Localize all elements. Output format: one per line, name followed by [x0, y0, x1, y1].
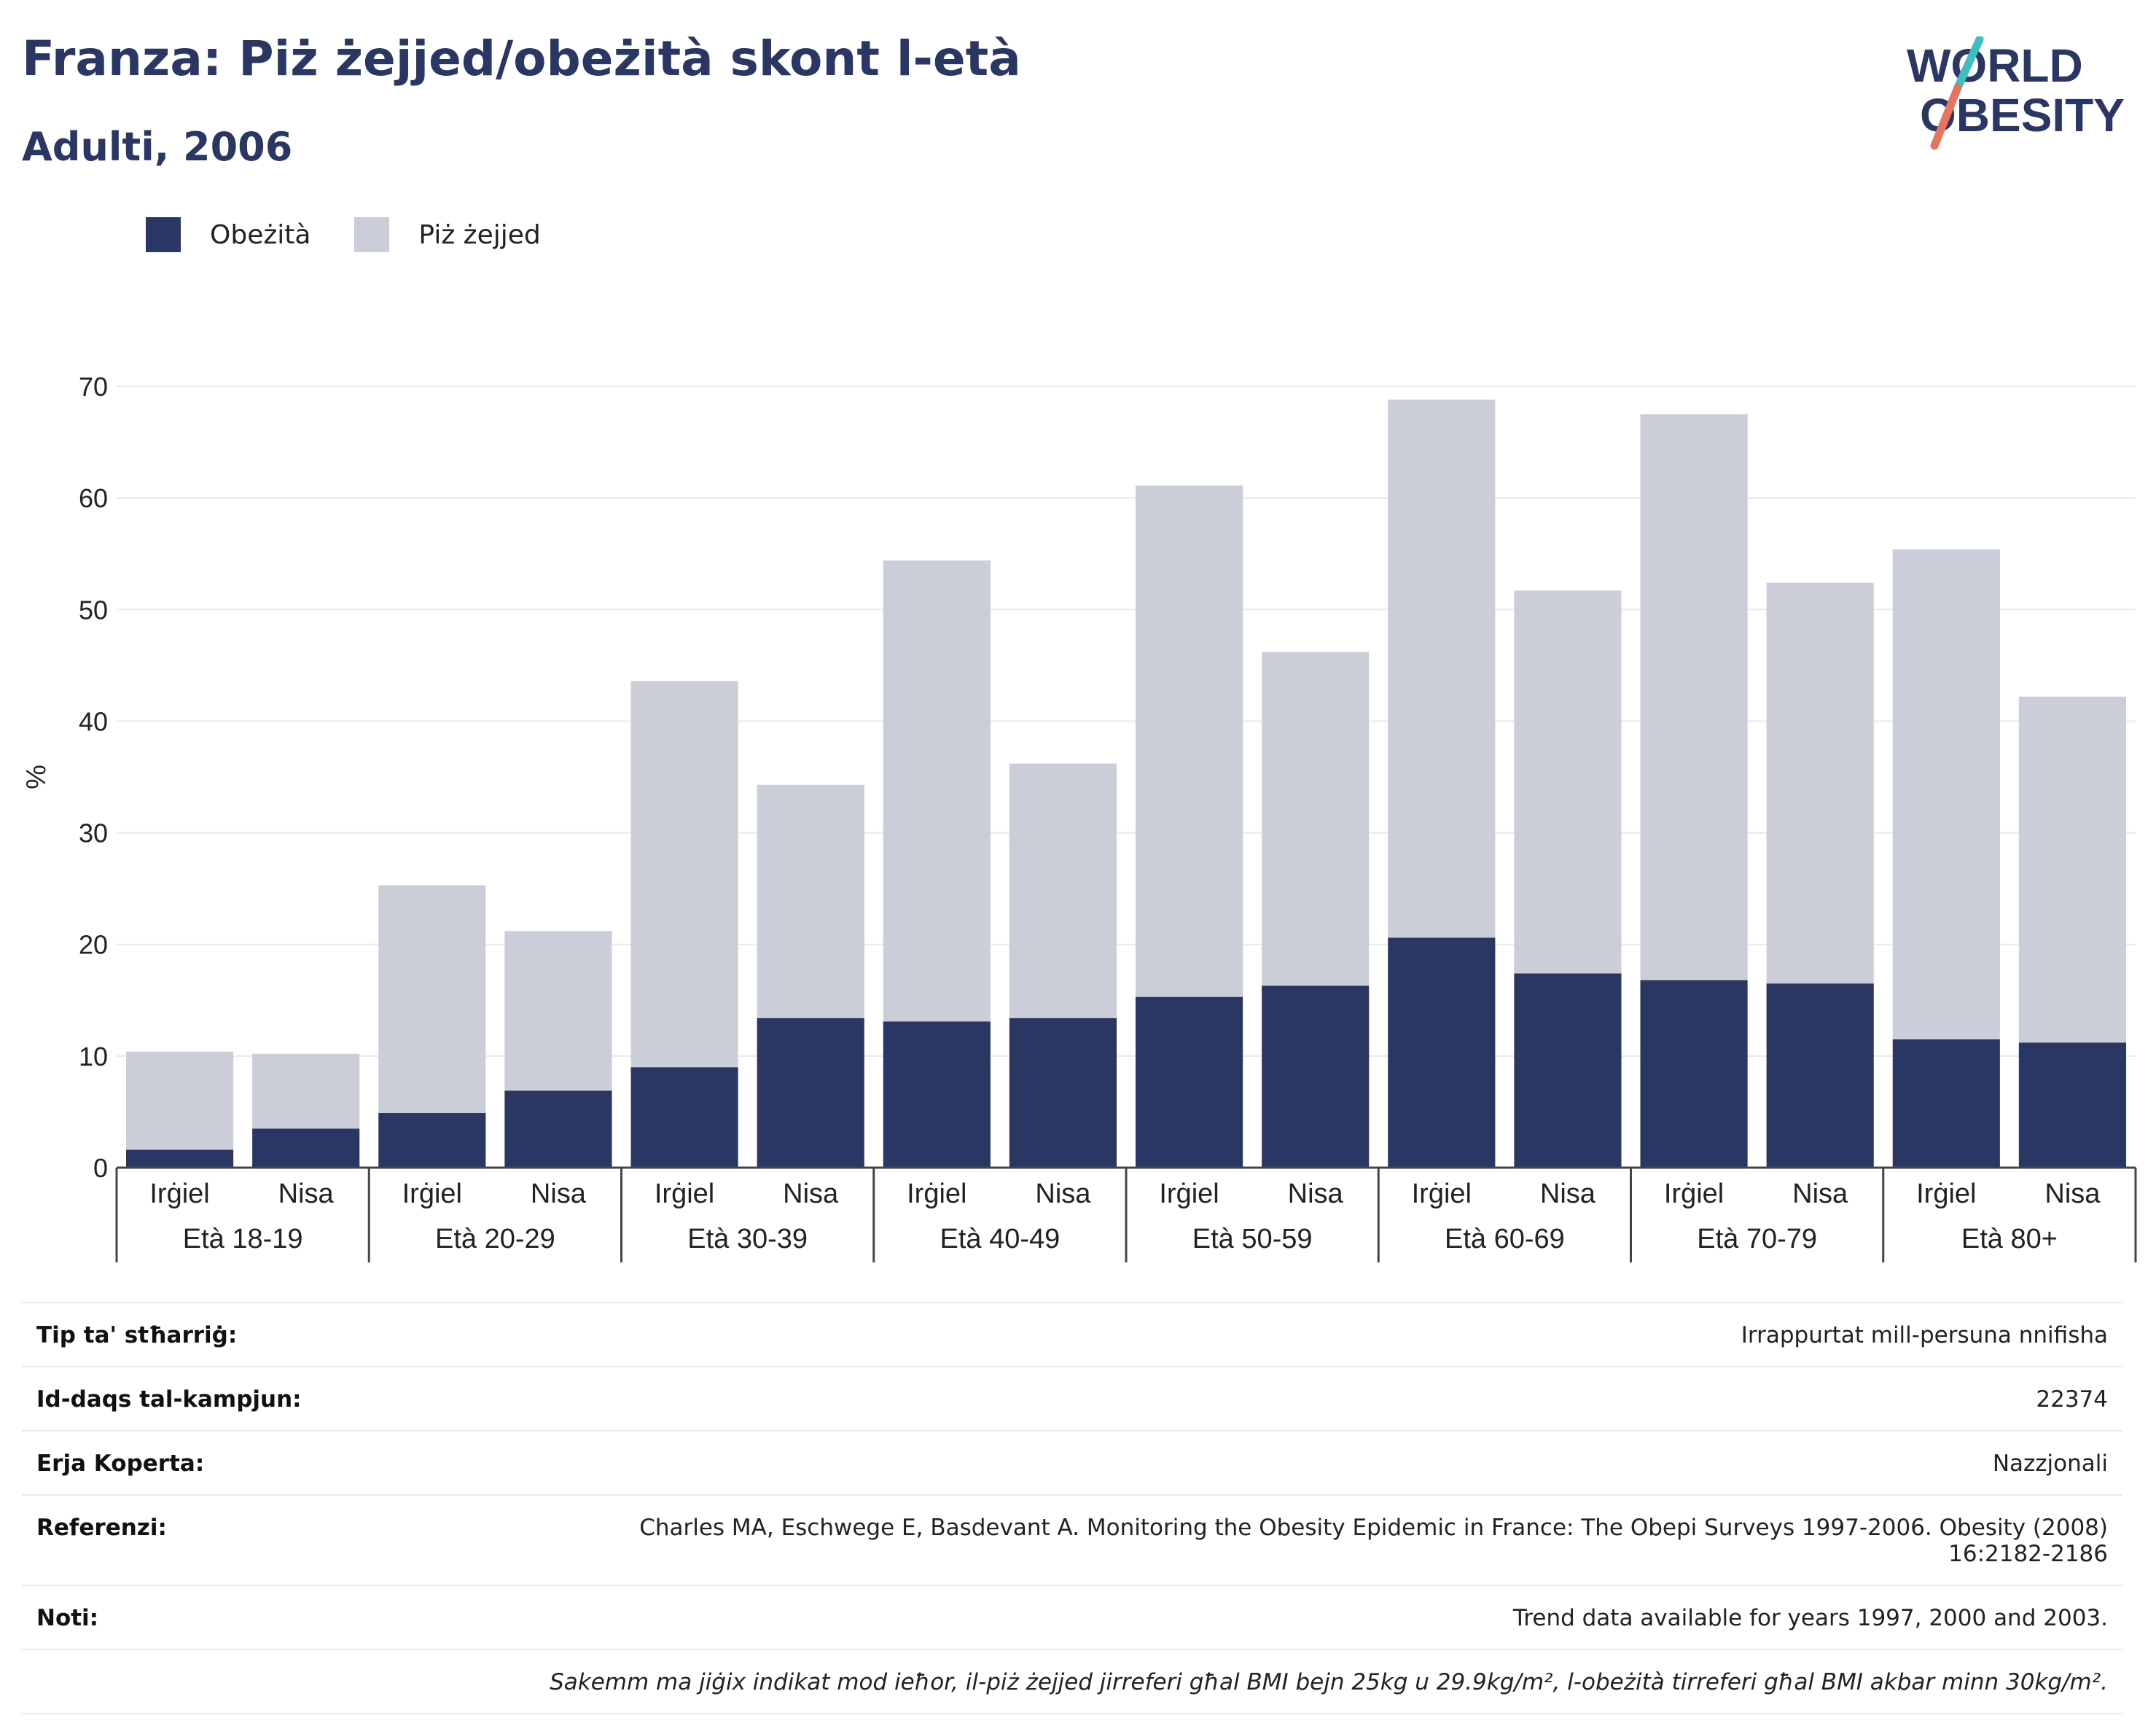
chart-legend: Obeżità Piż żejjed [146, 217, 585, 252]
bar-overweight [1514, 590, 1622, 974]
bar-obesity [1135, 996, 1243, 1168]
y-tick-label: 20 [79, 930, 108, 960]
x-tick-label-sex: Irġiel [655, 1179, 714, 1209]
y-tick-label: 50 [79, 595, 108, 625]
logo-slash-red [1930, 83, 1962, 150]
info-row-sample-size: Id-daqs tal-kampjun: 22374 [22, 1366, 2122, 1430]
x-tick-label-sex: Nisa [531, 1179, 587, 1209]
x-tick-label-sex: Irġiel [1916, 1179, 1976, 1209]
bar-obesity [1262, 985, 1370, 1168]
bar-obesity [1388, 937, 1496, 1168]
x-tick-label-sex: Nisa [2044, 1179, 2101, 1209]
bar-overweight [883, 560, 991, 1022]
logo-word-world: WORLD [1907, 39, 2083, 92]
x-tick-label-age-group: Età 70-79 [1697, 1224, 1817, 1254]
chart-subtitle: Adulti, 2006 [22, 124, 293, 170]
y-tick-label: 70 [79, 372, 108, 402]
y-tick-label: 60 [79, 483, 108, 513]
x-tick-label-age-group: Età 50-59 [1192, 1224, 1313, 1254]
bar-overweight [1388, 399, 1496, 938]
info-label: Id-daqs tal-kampjun: [36, 1386, 302, 1413]
info-value: Nazzjonali [1992, 1450, 2108, 1477]
y-tick-label: 0 [93, 1153, 108, 1183]
bar-obesity [630, 1067, 738, 1168]
bar-overweight [1766, 582, 1874, 984]
x-tick-label-sex: Irġiel [402, 1179, 462, 1209]
x-tick-label-age-group: Età 60-69 [1445, 1224, 1565, 1254]
world-obesity-logo: WORLD OBESITY [1907, 36, 2125, 150]
x-tick-label-age-group: Età 18-19 [183, 1224, 303, 1254]
logo-slash-teal [1953, 36, 1984, 92]
info-row-survey-type: Tip ta' stħarriġ: Irrappurtat mill-persu… [22, 1302, 2122, 1366]
info-label: Referenzi: [36, 1515, 167, 1541]
bar-obesity [883, 1021, 991, 1168]
info-value: 22374 [2036, 1386, 2108, 1413]
bar-obesity [378, 1112, 486, 1168]
x-tick-label-sex: Nisa [1035, 1179, 1091, 1209]
bar-overweight [1262, 652, 1370, 986]
x-tick-label-sex: Irġiel [1159, 1179, 1219, 1209]
x-tick-label-age-group: Età 40-49 [940, 1224, 1060, 1254]
x-tick-label-sex: Irġiel [1664, 1179, 1724, 1209]
x-tick-label-sex: Irġiel [149, 1179, 209, 1209]
info-row-notes: Noti: Trend data available for years 199… [22, 1585, 2122, 1649]
y-axis-label: % [21, 765, 52, 789]
y-tick-label: 40 [79, 706, 108, 736]
bar-overweight [2018, 696, 2127, 1043]
bar-overweight [252, 1053, 360, 1129]
x-tick-label-sex: Nisa [783, 1179, 839, 1209]
bar-obesity [1892, 1039, 2000, 1168]
info-row-references: Referenzi: Charles MA, Eschwege E, Basde… [22, 1494, 2122, 1585]
x-tick-label-sex: Irġiel [907, 1179, 966, 1209]
x-tick-label-sex: Nisa [1540, 1179, 1596, 1209]
bar-obesity [757, 1018, 864, 1168]
bar-overweight [378, 885, 486, 1113]
legend-item-obesity[interactable]: Obeżità [146, 217, 310, 252]
x-tick-label-age-group: Età 20-29 [435, 1224, 555, 1254]
bar-overweight [504, 931, 612, 1091]
bar-obesity [1514, 973, 1622, 1168]
legend-label-obesity: Obeżità [210, 219, 311, 250]
info-label: Noti: [36, 1605, 99, 1631]
chart-title: Franza: Piż żejjed/obeżità skont l-età [22, 31, 1021, 87]
bar-obesity [1766, 983, 1874, 1168]
bar-overweight [630, 681, 738, 1068]
bar-overweight [1640, 414, 1748, 980]
info-value: Charles MA, Eschwege E, Basdevant A. Mon… [639, 1515, 2108, 1567]
x-tick-label-age-group: Età 80+ [1961, 1224, 2058, 1254]
stacked-bar-chart: 0 10 20 30 40 50 60 70% Irġiel Nisa Età 18-19 Irġie… [21, 372, 2137, 1262]
info-label: Erja Koperta: [36, 1450, 205, 1477]
bar-overweight [125, 1051, 234, 1150]
info-value: Irrappurtat mill-persuna nnifisha [1741, 1322, 2108, 1348]
bar-obesity [504, 1090, 612, 1168]
info-row-footnote: Sakemm ma jiġix indikat mod ieħor, il-pi… [22, 1649, 2122, 1714]
info-label: Tip ta' stħarriġ: [36, 1322, 238, 1348]
info-row-area-covered: Erja Koperta: Nazzjonali [22, 1430, 2122, 1494]
bar-obesity [252, 1128, 360, 1168]
x-tick-label-sex: Nisa [1792, 1179, 1848, 1209]
legend-label-overweight: Piż żejjed [418, 219, 541, 250]
x-tick-label-age-group: Età 30-39 [687, 1224, 808, 1254]
y-tick-label: 30 [79, 819, 108, 848]
y-tick-label: 10 [79, 1042, 108, 1071]
info-value: Trend data available for years 1997, 200… [1512, 1605, 2108, 1631]
x-tick-label-sex: Nisa [1288, 1179, 1344, 1209]
legend-item-overweight[interactable]: Piż żejjed [354, 217, 541, 252]
bar-overweight [1892, 549, 2000, 1039]
bar-obesity [125, 1149, 234, 1168]
x-tick-label-sex: Nisa [278, 1179, 335, 1209]
info-table: Tip ta' stħarriġ: Irrappurtat mill-persu… [22, 1302, 2122, 1714]
legend-swatch-obesity [146, 217, 181, 252]
footnote-text: Sakemm ma jiġix indikat mod ieħor, il-pi… [550, 1669, 2108, 1695]
bar-obesity [1009, 1018, 1117, 1168]
bar-overweight [1009, 763, 1117, 1018]
bar-overweight [1135, 485, 1243, 997]
legend-swatch-overweight [354, 217, 390, 252]
bar-obesity [1640, 980, 1748, 1168]
bar-obesity [2018, 1042, 2127, 1168]
bar-overweight [757, 784, 864, 1018]
x-tick-label-sex: Irġiel [1412, 1179, 1472, 1209]
